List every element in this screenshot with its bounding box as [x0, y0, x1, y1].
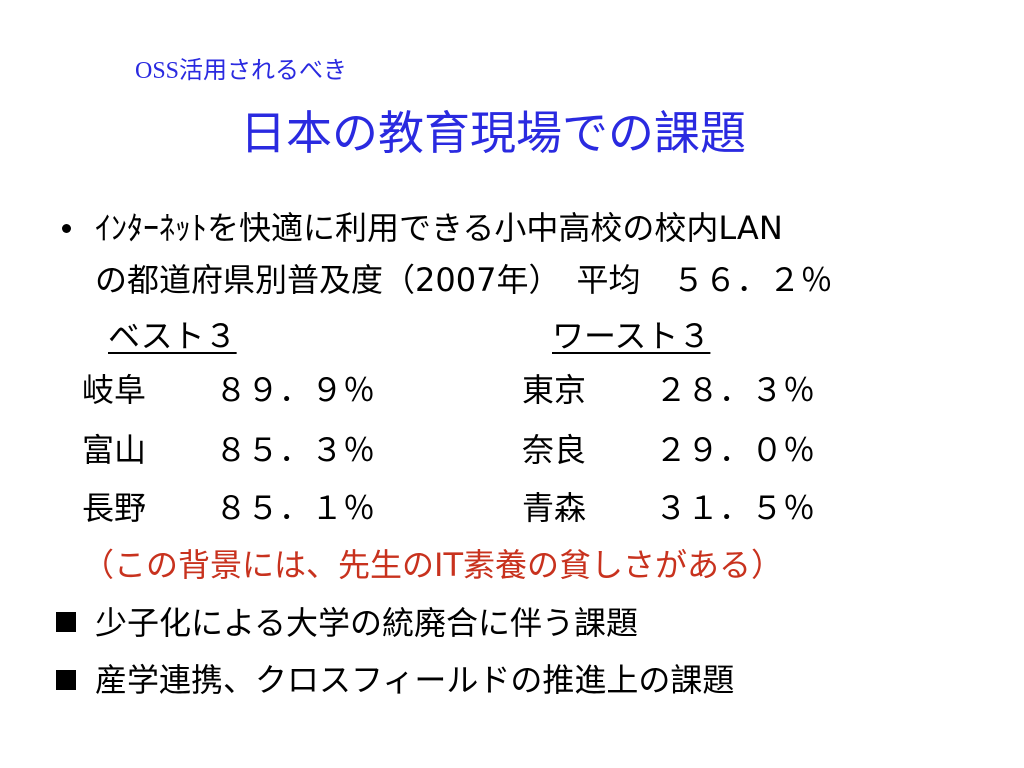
rate: ３１．５％ [655, 489, 816, 527]
rate: ８５．１％ [215, 489, 376, 527]
prefecture: 奈良 [522, 431, 587, 469]
square-bullet [56, 612, 76, 632]
rate: ２９．０％ [655, 431, 816, 469]
title: 日本の教育現場での課題 [240, 106, 746, 160]
prefecture: 青森 [522, 489, 587, 527]
worst-heading: ワースト３ [552, 317, 711, 355]
bullet-line: ｲﾝﾀｰﾈｯﾄを快適に利用できる小中高校の校内LAN [95, 209, 783, 247]
bullet-dot [62, 224, 71, 233]
prefecture: 富山 [82, 431, 147, 469]
best-heading: ベスト３ [108, 317, 237, 355]
note: （この背景には、先生のIT素養の貧しさがある） [82, 546, 783, 584]
prefecture: 岐阜 [82, 371, 147, 409]
rate: ２８．３％ [655, 371, 816, 409]
prefecture: 長野 [82, 489, 147, 527]
bullet-line: の都道府県別普及度（2007年） 平均 ５６．２％ [95, 261, 833, 299]
prefecture: 東京 [522, 371, 587, 409]
square-bullet-text: 産学連携、クロスフィールドの推進上の課題 [95, 661, 735, 699]
rate: ８５．３％ [215, 431, 376, 469]
square-bullet-text: 少子化による大学の統廃合に伴う課題 [95, 604, 639, 642]
rate: ８９．９％ [215, 371, 376, 409]
square-bullet [56, 670, 76, 690]
subtitle: OSS活用されるべき [135, 58, 348, 84]
